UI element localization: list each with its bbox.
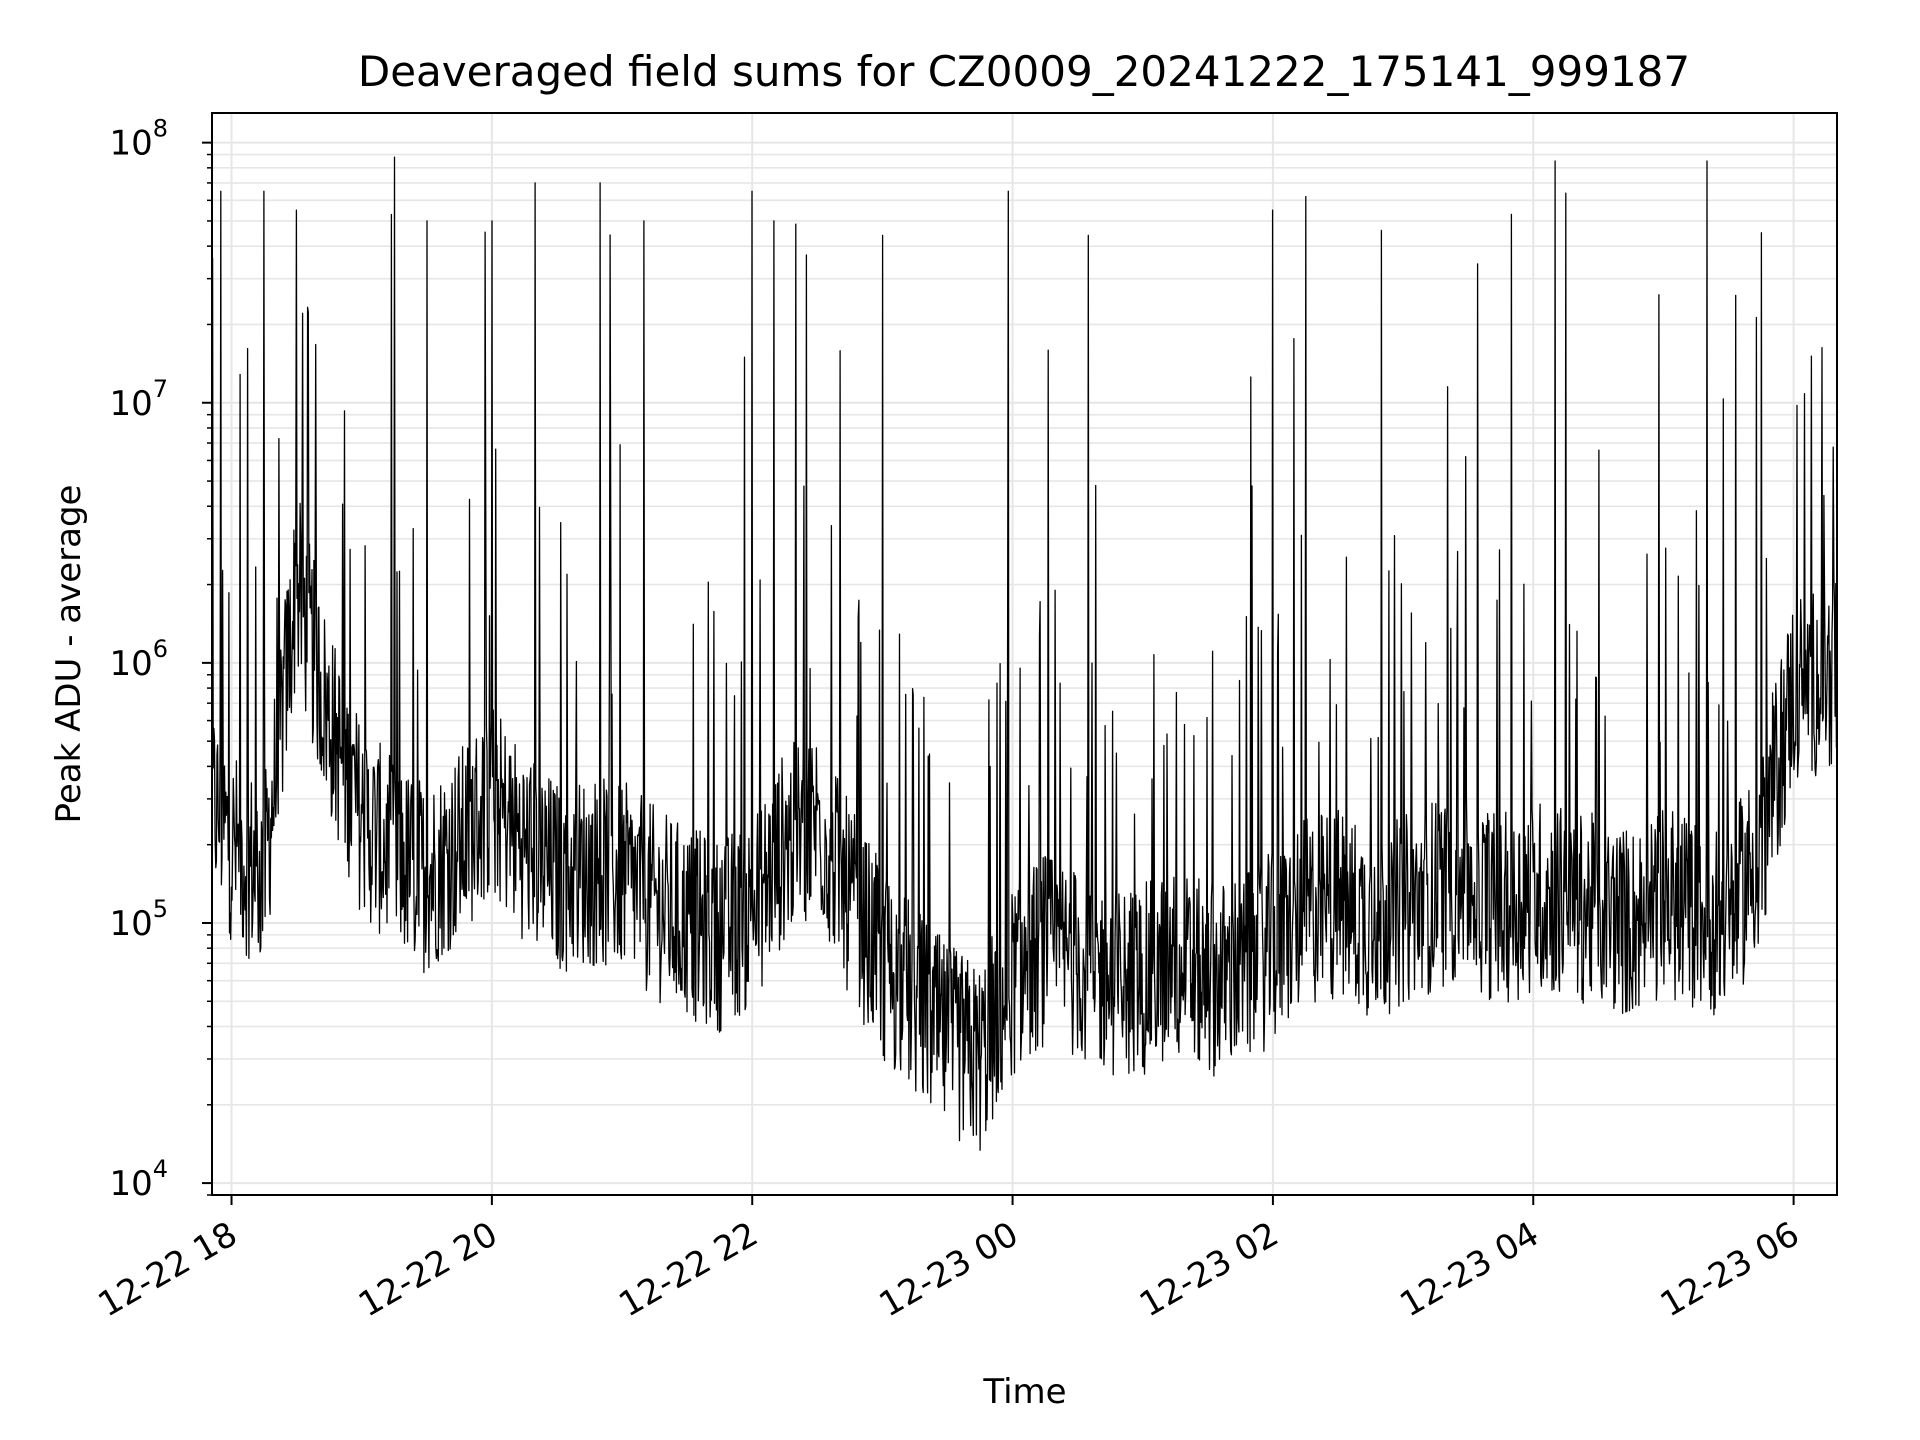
y-tick-exponent: 5 xyxy=(153,895,168,923)
grid xyxy=(212,113,1837,1195)
chart-title: Deaveraged field sums for CZ0009_2024122… xyxy=(358,47,1690,96)
x-axis: 12-22 18 12-22 20 12-22 22 12-23 00 12-23 02… xyxy=(92,1195,1806,1325)
plot-area xyxy=(211,156,1838,1151)
y-axis-label: Peak ADU - average xyxy=(49,485,89,824)
x-tick-label: 12-22 20 xyxy=(352,1214,504,1325)
x-axis-label: Time xyxy=(982,1372,1066,1412)
y-axis: 104 105 106 107 108 xyxy=(109,115,212,1204)
x-tick-label: 12-22 22 xyxy=(612,1214,764,1325)
plot-frame xyxy=(211,112,1838,1196)
y-tick-exponent: 7 xyxy=(153,375,168,403)
x-tick-label: 12-22 18 xyxy=(92,1214,244,1325)
y-tick-label: 107 xyxy=(109,375,168,424)
x-tick-label: 12-23 02 xyxy=(1133,1214,1285,1325)
x-tick-label: 12-23 04 xyxy=(1393,1214,1545,1325)
y-tick-label: 106 xyxy=(109,635,168,684)
y-tick-exponent: 6 xyxy=(153,635,168,663)
y-tick-exponent: 4 xyxy=(153,1155,168,1183)
x-tick-label: 12-23 06 xyxy=(1654,1214,1806,1325)
y-tick-label: 104 xyxy=(109,1155,168,1204)
x-tick-label: 12-23 00 xyxy=(873,1214,1025,1325)
series-line xyxy=(211,156,1838,1151)
y-tick-exponent: 8 xyxy=(153,115,168,143)
y-tick-label: 105 xyxy=(109,895,168,944)
y-tick-label: 108 xyxy=(109,115,168,164)
